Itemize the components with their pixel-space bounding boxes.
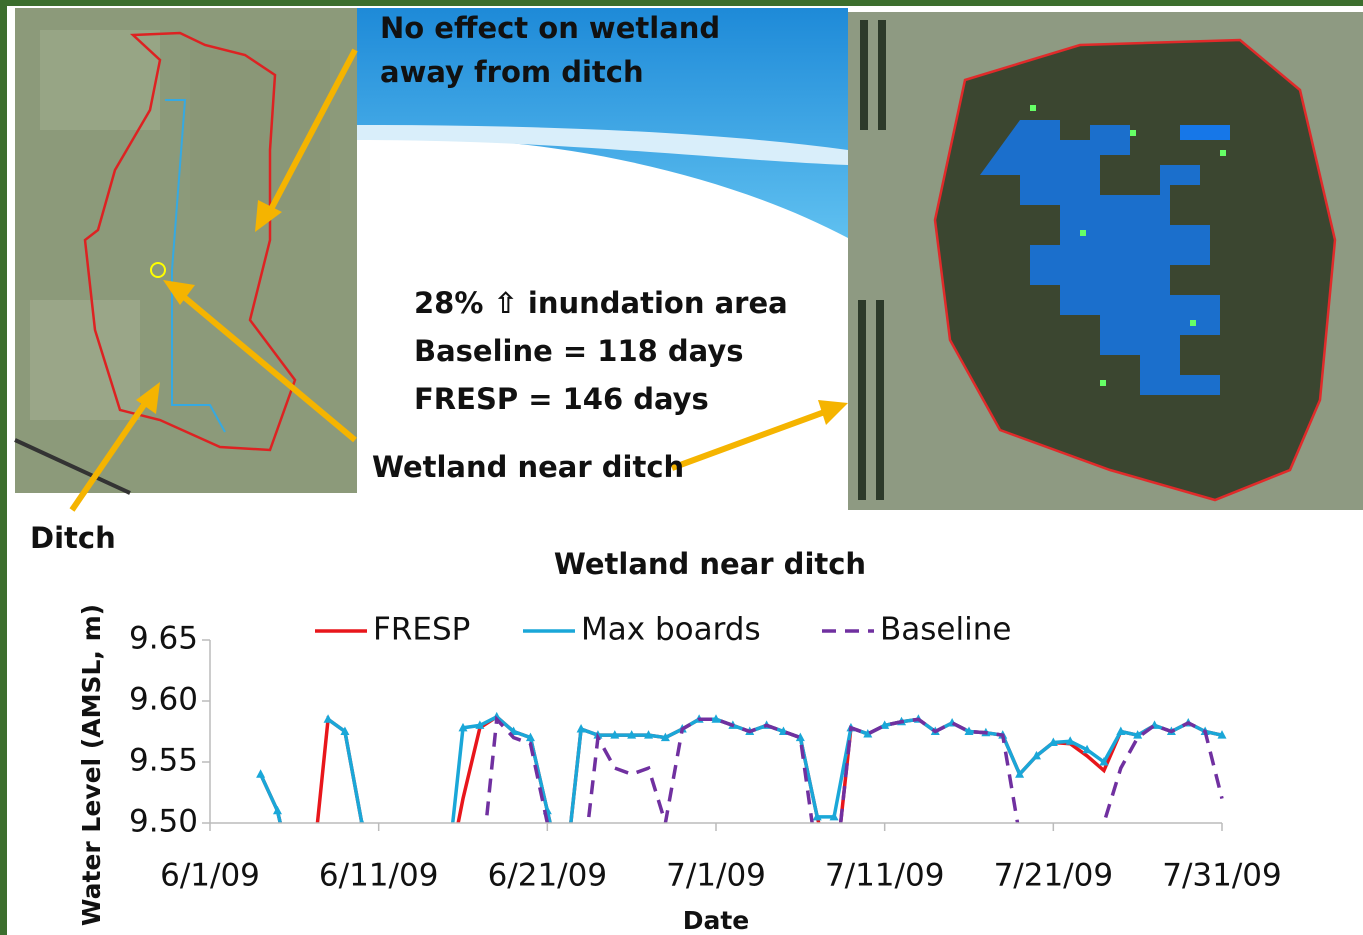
data-marker: [256, 769, 266, 778]
data-marker: [1082, 744, 1092, 754]
data-marker: [863, 728, 873, 738]
x-tick-label: 6/1/09: [160, 858, 260, 894]
legend-label: Max boards: [581, 612, 761, 648]
data-marker: [711, 714, 721, 723]
x-axis-label: Date: [683, 906, 750, 935]
x-tick-label: 6/11/09: [319, 858, 439, 894]
data-marker: [964, 726, 974, 735]
y-tick-label: 9.50: [129, 804, 198, 840]
data-marker: [880, 720, 890, 729]
callout-far-line: away from ditch: [380, 55, 644, 89]
data-marker: [1031, 750, 1041, 760]
data-marker: [812, 811, 822, 821]
data-marker: [272, 805, 282, 815]
data-marker: [1133, 730, 1143, 739]
x-tick-label: 7/1/09: [666, 858, 766, 894]
chart-title: Wetland near ditch: [554, 547, 866, 581]
arrows: [69, 48, 848, 512]
y-tick-label: 9.65: [129, 621, 198, 657]
top-border: [0, 0, 1363, 6]
callout-far-line: No effect on wetland: [380, 11, 720, 45]
stat-line: FRESP = 146 days: [414, 382, 709, 416]
data-marker: [829, 811, 839, 821]
data-marker: [1217, 730, 1227, 739]
legend-label: FRESP: [373, 612, 470, 648]
y-axis-label: Water Level (AMSL, m): [77, 604, 106, 926]
sky-band: [357, 8, 848, 238]
data-marker: [458, 722, 468, 732]
data-marker: [627, 730, 637, 739]
data-marker: [795, 732, 805, 742]
callout-ditch: Ditch: [30, 521, 116, 555]
data-marker: [525, 732, 535, 742]
data-marker: [644, 730, 654, 739]
plot-area: [256, 711, 1227, 888]
data-marker: [475, 720, 485, 729]
data-marker: [576, 724, 586, 733]
y-tick-label: 9.60: [129, 682, 198, 718]
data-marker: [610, 730, 620, 739]
aerial-image-right: [848, 12, 1363, 510]
data-line: [484, 715, 1020, 823]
data-marker: [290, 879, 299, 888]
data-marker: [359, 818, 365, 823]
data-marker: [1099, 757, 1109, 766]
x-tick-label: 7/11/09: [825, 858, 945, 894]
data-line: [1102, 720, 1224, 823]
x-tick-label: 7/31/09: [1162, 858, 1282, 894]
data-marker: [323, 714, 333, 723]
data-line: [327, 717, 364, 823]
legend-label: Baseline: [880, 612, 1011, 648]
data-line: [259, 773, 283, 823]
y-tick-label: 9.55: [129, 743, 198, 779]
data-marker: [492, 711, 502, 721]
data-marker: [340, 726, 350, 735]
x-tick-label: 6/21/09: [488, 858, 608, 894]
data-marker: [442, 879, 451, 888]
stat-line: Baseline = 118 days: [414, 334, 744, 368]
callout-near: Wetland near ditch: [372, 450, 684, 484]
data-marker: [660, 732, 670, 742]
data-marker: [1116, 726, 1126, 735]
data-marker: [1065, 736, 1075, 745]
data-marker: [1048, 737, 1058, 746]
x-tick-label: 7/21/09: [994, 858, 1114, 894]
sky-swoosh: [357, 125, 848, 165]
aerial-image-left: [14, 8, 357, 495]
left-border: [0, 0, 7, 935]
stat-line: 28% ⇧ inundation area: [414, 286, 788, 320]
data-marker: [1015, 769, 1025, 778]
